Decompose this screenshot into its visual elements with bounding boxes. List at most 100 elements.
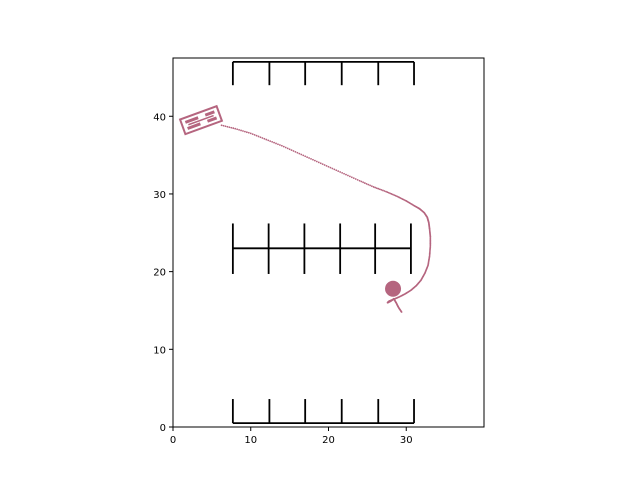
trajectory-point xyxy=(385,190,387,193)
y-tick-label: 10 xyxy=(153,345,166,356)
trajectory-point xyxy=(375,187,378,190)
trajectory-point xyxy=(369,184,371,187)
vehicle xyxy=(178,104,224,136)
trajectory-point xyxy=(317,161,320,164)
trajectory-point xyxy=(383,190,386,192)
trajectory-point xyxy=(284,146,287,149)
trajectory-point xyxy=(267,139,270,142)
x-tick-label: 10 xyxy=(244,435,257,446)
trajectory-point xyxy=(396,195,398,198)
trajectory-point xyxy=(220,124,223,127)
trajectory-point xyxy=(382,189,384,192)
y-tick-label: 40 xyxy=(153,112,166,123)
trajectory-point xyxy=(313,159,316,162)
trajectory-point xyxy=(308,157,310,159)
y-tick-label: 20 xyxy=(153,268,166,279)
trajectory-point xyxy=(263,137,266,140)
trajectory-point xyxy=(370,185,373,188)
trajectory-point xyxy=(247,131,250,134)
trajectory-point xyxy=(222,124,225,127)
trajectory-point xyxy=(277,143,279,146)
trajectory-point xyxy=(232,127,235,130)
trajectory-point xyxy=(378,188,381,191)
trajectory-point xyxy=(310,157,312,160)
trajectory-point xyxy=(347,174,349,177)
trajectory-point xyxy=(230,126,233,129)
trajectory-point xyxy=(238,128,240,131)
trajectory-point xyxy=(393,194,396,197)
trajectory-point xyxy=(362,181,364,184)
trajectory-point xyxy=(341,171,344,174)
trajectory-point xyxy=(350,176,353,179)
trajectory-point xyxy=(377,187,380,190)
trajectory-point xyxy=(265,138,268,141)
trajectory-point xyxy=(275,142,277,145)
trajectory-point xyxy=(236,128,239,131)
trajectory-point xyxy=(302,154,305,157)
trajectory-point xyxy=(354,178,357,180)
trajectory-point xyxy=(389,192,392,195)
trajectory-point xyxy=(339,171,342,173)
trajectory-point xyxy=(300,153,303,156)
trajectory-point xyxy=(279,144,281,146)
trajectory-point xyxy=(288,148,291,151)
trajectory-point xyxy=(228,126,231,129)
trajectory-point xyxy=(337,170,340,173)
trajectory-point xyxy=(249,132,252,135)
trajectory-point xyxy=(292,150,295,152)
trajectory-point xyxy=(251,133,254,136)
trajectory-point xyxy=(298,152,301,155)
trajectory-point xyxy=(261,137,264,139)
vehicle-wheel-rear-left xyxy=(184,116,199,124)
x-tick-label: 30 xyxy=(400,435,413,446)
trajectory-point xyxy=(331,167,334,170)
trajectory-point xyxy=(296,151,299,154)
trajectory-point xyxy=(257,135,260,138)
trajectory-point xyxy=(244,130,246,133)
y-tick-label: 30 xyxy=(153,190,166,201)
trajectory-point xyxy=(327,165,330,168)
trajectory-point xyxy=(363,182,366,184)
vehicle-body xyxy=(178,104,224,136)
trajectory-point xyxy=(226,125,229,128)
vehicle-group xyxy=(178,104,224,136)
trajectory-point xyxy=(356,178,359,181)
trajectory-point xyxy=(253,134,256,136)
trajectory-point xyxy=(380,188,383,191)
trajectory-point xyxy=(304,155,307,158)
trajectory-point xyxy=(329,166,332,169)
trajectory-point xyxy=(269,140,272,143)
vehicle-wheel-front-left xyxy=(204,110,215,117)
trajectory-point xyxy=(348,175,351,178)
trajectory-point xyxy=(315,160,318,163)
trajectory-point xyxy=(391,193,394,196)
x-tick-label: 20 xyxy=(322,435,335,446)
trajectory-point xyxy=(360,180,363,183)
trajectory-point xyxy=(343,172,345,175)
trajectory-point xyxy=(325,164,328,167)
trajectory-point xyxy=(306,156,309,159)
goal-marker xyxy=(385,280,402,297)
y-axis-ticks: 0 10 20 30 40 xyxy=(153,112,173,434)
trajectory-point xyxy=(286,147,289,150)
trajectory-point xyxy=(352,177,355,180)
goal-marker-group xyxy=(385,280,402,297)
trajectory-point xyxy=(345,173,347,176)
y-tick-label: 0 xyxy=(160,423,166,434)
trajectory-point xyxy=(365,182,368,185)
trajectory-point xyxy=(386,191,389,194)
trajectory-point xyxy=(312,158,314,161)
trajectory-point xyxy=(387,191,390,194)
trajectory-point xyxy=(280,144,283,147)
trajectory-point xyxy=(335,169,338,172)
trajectory-point xyxy=(259,136,262,139)
trajectory-point xyxy=(372,186,375,188)
trajectory-point xyxy=(321,163,324,166)
trajectory-point xyxy=(367,183,370,186)
x-axis-ticks: 0 10 20 30 xyxy=(170,427,413,446)
trajectory-point xyxy=(358,179,361,182)
vehicle-wheel-front-right xyxy=(206,116,218,123)
trajectory-point xyxy=(245,131,248,134)
trajectory-path xyxy=(220,124,432,313)
